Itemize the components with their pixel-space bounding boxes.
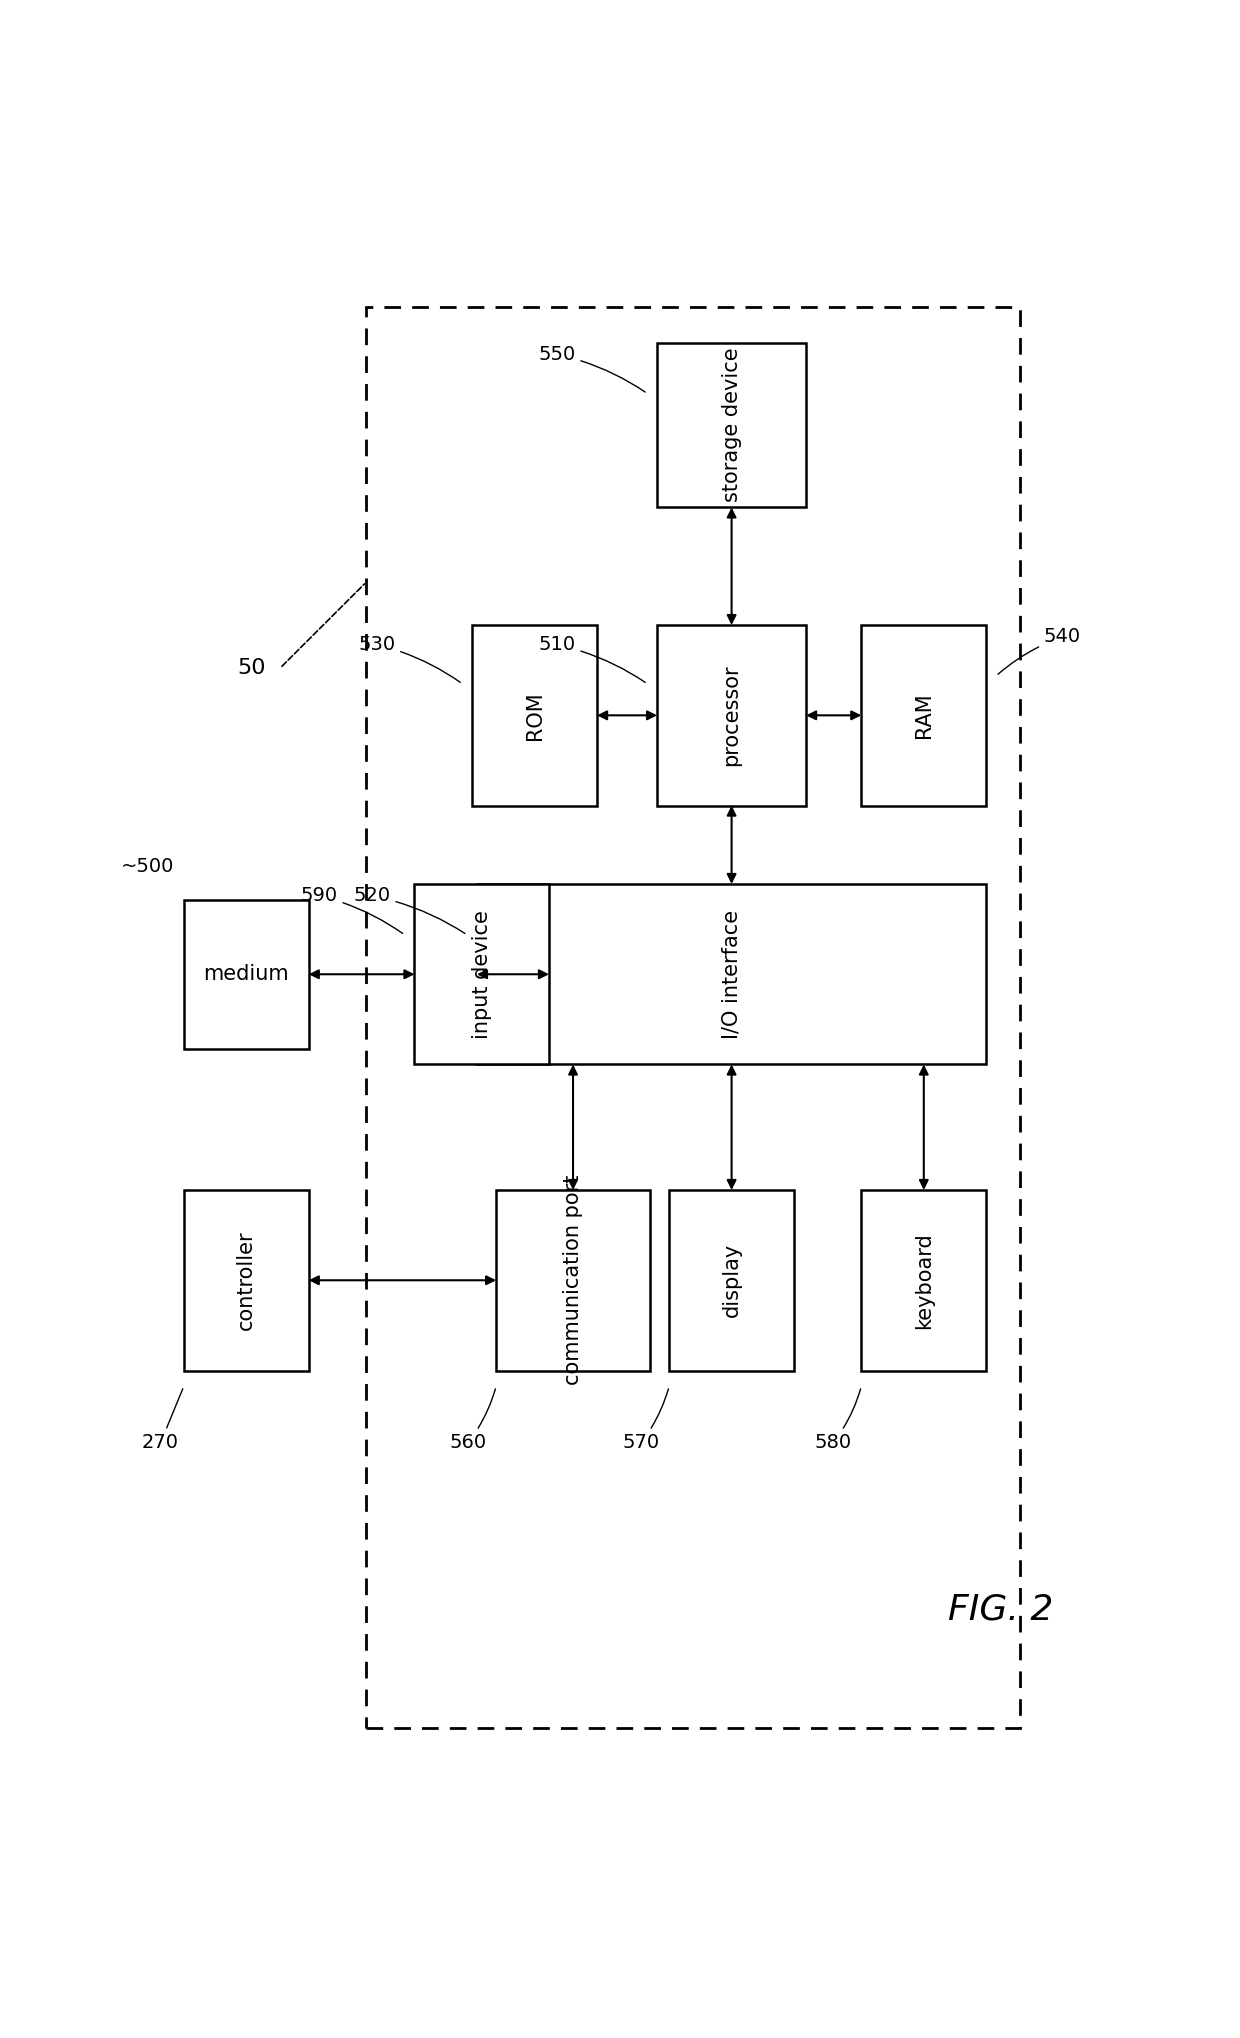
Text: storage device: storage device xyxy=(722,348,742,501)
Text: 560: 560 xyxy=(449,1388,496,1453)
Bar xyxy=(657,626,806,805)
Bar xyxy=(670,1190,794,1370)
Text: medium: medium xyxy=(203,964,289,984)
Bar xyxy=(496,1190,650,1370)
Bar xyxy=(184,1190,309,1370)
Text: 590: 590 xyxy=(300,887,403,933)
Text: FIG. 2: FIG. 2 xyxy=(949,1594,1053,1626)
Bar xyxy=(477,884,986,1064)
Text: communication port: communication port xyxy=(563,1176,583,1386)
Text: controller: controller xyxy=(237,1231,257,1331)
Text: 270: 270 xyxy=(143,1388,182,1453)
Text: display: display xyxy=(722,1243,742,1317)
Bar xyxy=(472,626,596,805)
Text: RAM: RAM xyxy=(914,693,934,738)
Text: I/O interface: I/O interface xyxy=(722,909,742,1039)
Bar xyxy=(862,1190,986,1370)
Bar xyxy=(414,884,549,1064)
Text: 550: 550 xyxy=(538,344,645,391)
Text: processor: processor xyxy=(722,664,742,766)
Text: 510: 510 xyxy=(538,636,645,683)
Text: keyboard: keyboard xyxy=(914,1231,934,1329)
Text: 580: 580 xyxy=(815,1388,861,1453)
Text: 540: 540 xyxy=(998,628,1081,675)
Bar xyxy=(862,626,986,805)
Text: 520: 520 xyxy=(353,887,465,933)
Bar xyxy=(657,342,806,507)
Text: ~500: ~500 xyxy=(120,858,174,876)
Text: 530: 530 xyxy=(358,636,460,683)
Text: 570: 570 xyxy=(622,1388,668,1453)
Bar xyxy=(184,899,309,1050)
Text: 50: 50 xyxy=(237,658,265,679)
Text: ROM: ROM xyxy=(525,691,544,740)
Text: input device: input device xyxy=(471,909,492,1039)
